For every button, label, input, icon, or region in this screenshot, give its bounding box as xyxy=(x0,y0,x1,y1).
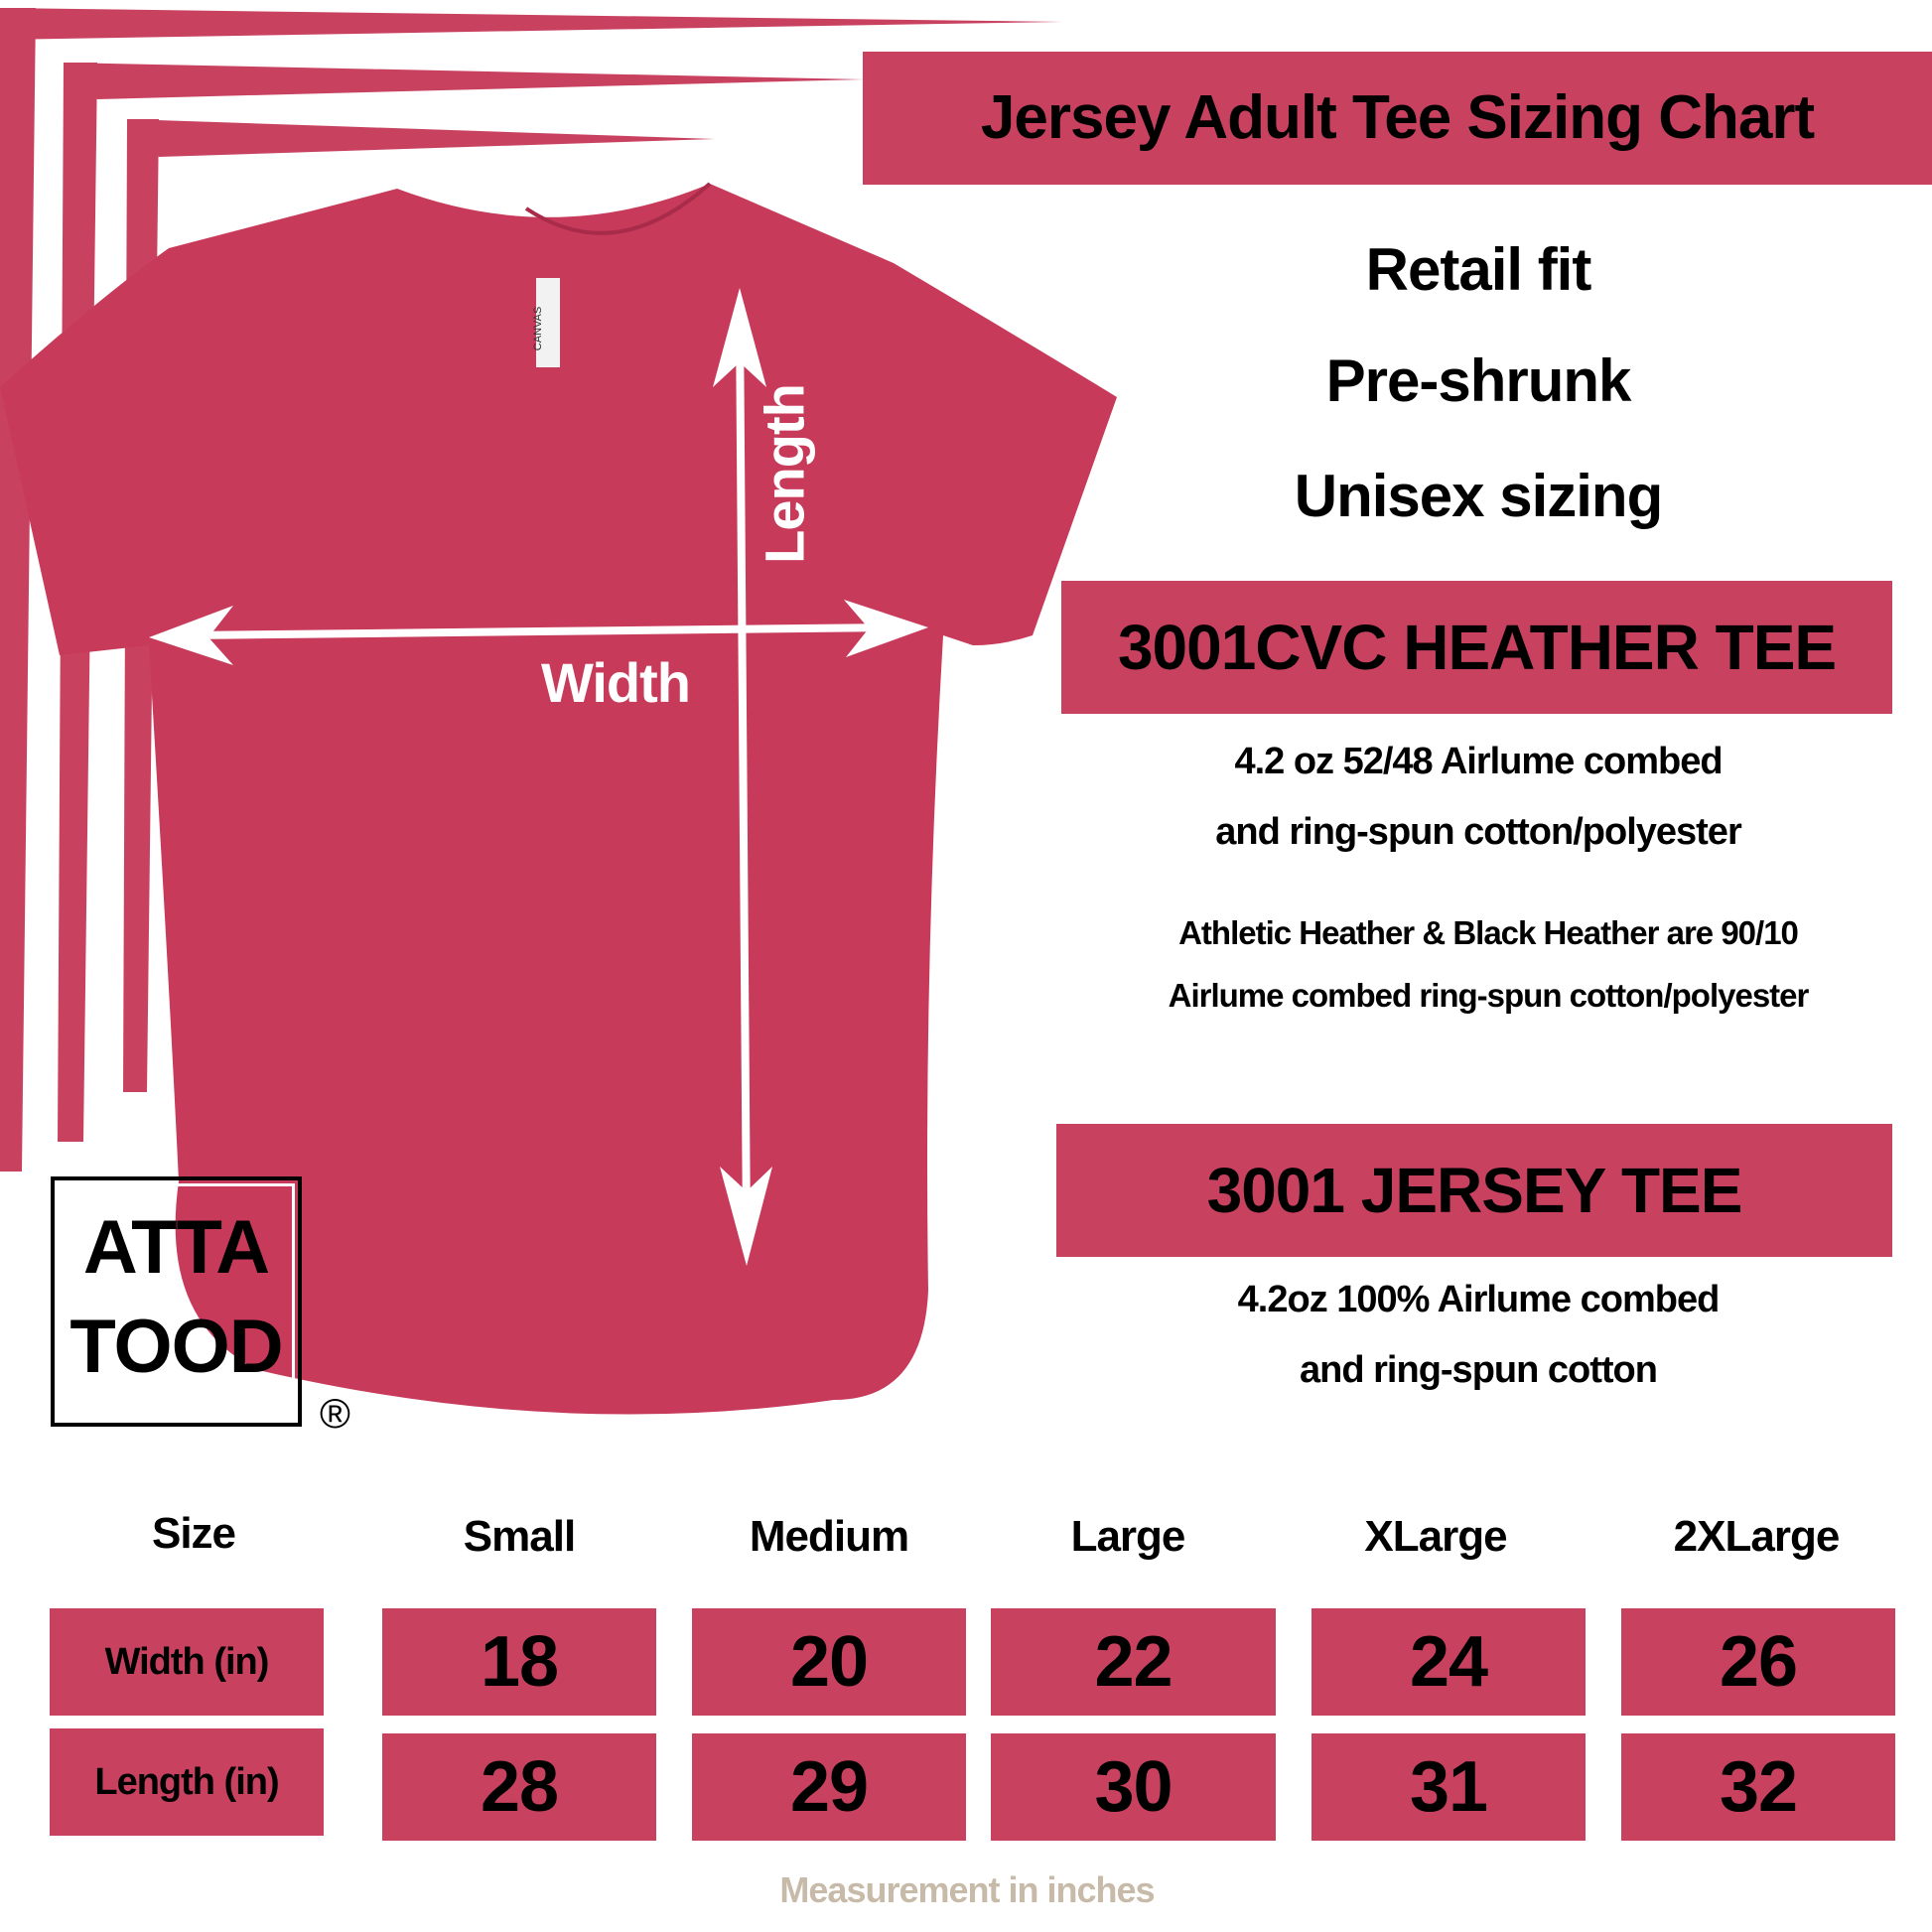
length-2xlarge: 32 xyxy=(1621,1733,1895,1841)
width-large: 22 xyxy=(991,1608,1276,1716)
width-small: 18 xyxy=(382,1608,656,1716)
size-col-small: Small xyxy=(463,1512,576,1561)
width-label: Width xyxy=(541,651,691,714)
size-col-large: Large xyxy=(1070,1512,1186,1561)
logo-line1: ATTA xyxy=(82,1205,270,1290)
size-col-xlarge: XLarge xyxy=(1364,1512,1507,1561)
size-col-2xlarge: 2XLarge xyxy=(1673,1512,1841,1561)
logo-line2: TOOD xyxy=(69,1305,283,1389)
tag-text: CANVAS xyxy=(532,306,545,351)
row-label-width: Width (in) xyxy=(50,1608,324,1716)
tshirt-diagram xyxy=(0,182,1117,1415)
feature-retail-fit: Retail fit xyxy=(1365,236,1592,303)
product-desc-line: 4.2 oz 52/48 Airlume combed xyxy=(1234,741,1723,782)
registered-mark: ® xyxy=(320,1390,350,1437)
product-desc-line: 4.2oz 100% Airlume combed xyxy=(1237,1279,1721,1320)
product-name-3001: 3001 JERSEY TEE xyxy=(1206,1155,1743,1226)
width-2xlarge: 26 xyxy=(1621,1608,1895,1716)
length-small: 28 xyxy=(382,1733,656,1841)
feature-unisex: Unisex sizing xyxy=(1294,463,1663,529)
length-medium: 29 xyxy=(692,1733,966,1841)
product-note-line: Athletic Heather & Black Heather are 90/… xyxy=(1178,914,1799,951)
brand-logo: ATTA TOOD xyxy=(51,1176,302,1427)
size-col-medium: Medium xyxy=(749,1512,909,1561)
product-desc-line: and ring-spun cotton/polyester xyxy=(1215,811,1741,853)
label-tag xyxy=(536,278,560,367)
width-medium: 20 xyxy=(692,1608,966,1716)
measurement-footnote: Measurement in inches xyxy=(779,1869,1155,1910)
size-header: Size xyxy=(151,1509,236,1558)
length-xlarge: 31 xyxy=(1311,1733,1586,1841)
feature-pre-shrunk: Pre-shrunk xyxy=(1325,347,1632,414)
length-label: Length xyxy=(753,384,816,564)
length-large: 30 xyxy=(991,1733,1276,1841)
product-banner-3001 xyxy=(1056,1124,1892,1257)
row-label-length: Length (in) xyxy=(50,1728,324,1836)
title-banner xyxy=(863,52,1932,185)
tshirt-body xyxy=(0,184,1117,1415)
product-banner-3001cvc xyxy=(1061,581,1892,714)
product-desc-line: and ring-spun cotton xyxy=(1300,1349,1658,1391)
product-note-line: Airlume combed ring-spun cotton/polyeste… xyxy=(1168,977,1810,1014)
page-title: Jersey Adult Tee Sizing Chart xyxy=(980,83,1815,152)
width-xlarge: 24 xyxy=(1311,1608,1586,1716)
product-name-3001cvc: 3001CVC HEATHER TEE xyxy=(1117,612,1837,683)
